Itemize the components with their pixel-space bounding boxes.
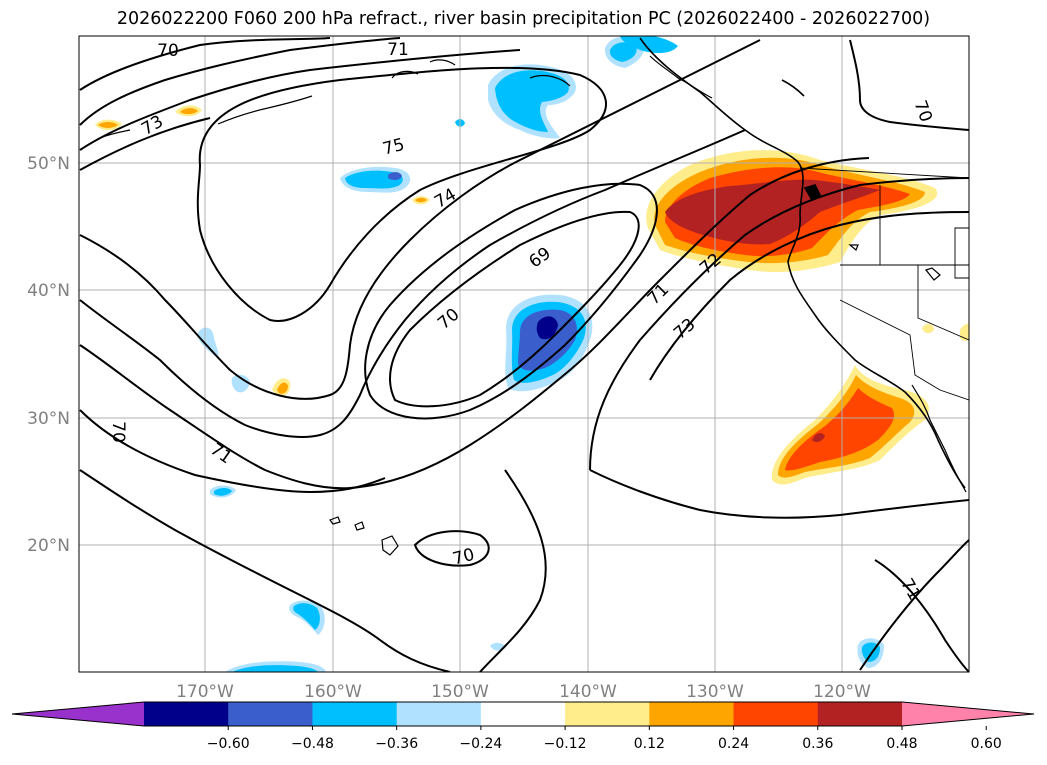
refractivity-contours — [79, 37, 969, 672]
colorbar-tick-label: −0.24 — [459, 736, 502, 752]
latitude-label: 20°N — [27, 536, 70, 556]
latitude-label: 40°N — [27, 281, 70, 301]
chart-title: 2026022200 F060 200 hPa refract., river … — [116, 9, 931, 29]
colorbar-cell — [565, 702, 650, 726]
colorbar-extend-min — [12, 702, 144, 726]
contour-label: 71 — [387, 40, 409, 60]
colorbar-cell — [228, 702, 313, 726]
colorbar-cell — [480, 702, 566, 726]
contour-label: 70 — [157, 41, 179, 61]
longitude-label: 120°W — [813, 682, 871, 702]
latitude-label: 50°N — [27, 154, 70, 174]
map-frame — [78, 35, 970, 673]
colorbar-cell — [144, 702, 229, 726]
precip-positive-shading — [95, 105, 969, 485]
colorbar-outline — [11, 701, 1035, 727]
colorbar-tick-label: 0.12 — [634, 736, 665, 752]
colorbar-tick-label: 0.48 — [886, 736, 917, 752]
colorbar-cell — [817, 702, 903, 726]
colorbar-cell — [312, 702, 398, 726]
colorbar: −0.60 −0.48 −0.36 −0.24 −0.12 0.12 0.24 0.36 0.4… — [11, 701, 1035, 752]
colorbar-cell — [733, 702, 819, 726]
latitude-labels: 50°N 40°N 30°N 20°N — [27, 154, 70, 556]
contour-label: 70 — [108, 421, 128, 443]
colorbar-tick-label: −0.48 — [291, 736, 334, 752]
colorbar-extend-max — [902, 702, 1034, 726]
colorbar-cell — [396, 702, 482, 726]
colorbar-tick-label: 0.36 — [802, 736, 833, 752]
latitude-label: 30°N — [27, 409, 70, 429]
colorbar-cell — [649, 702, 735, 726]
colorbar-tick-label: −0.60 — [207, 736, 250, 752]
political-borders — [799, 167, 969, 401]
colorbar-tick-label: −0.36 — [375, 736, 418, 752]
colorbar-tick-label: 0.60 — [971, 736, 1002, 752]
longitude-label: 170°W — [176, 682, 234, 702]
colorbar-tick-label: −0.12 — [544, 736, 587, 752]
colorbar-tick-label: 0.24 — [718, 736, 749, 752]
longitude-labels: 170°W 160°W 150°W 140°W 130°W 120°W — [176, 682, 871, 702]
longitude-label: 140°W — [559, 682, 617, 702]
longitude-label: 130°W — [686, 682, 744, 702]
longitude-label: 150°W — [431, 682, 489, 702]
longitude-label: 160°W — [304, 682, 362, 702]
